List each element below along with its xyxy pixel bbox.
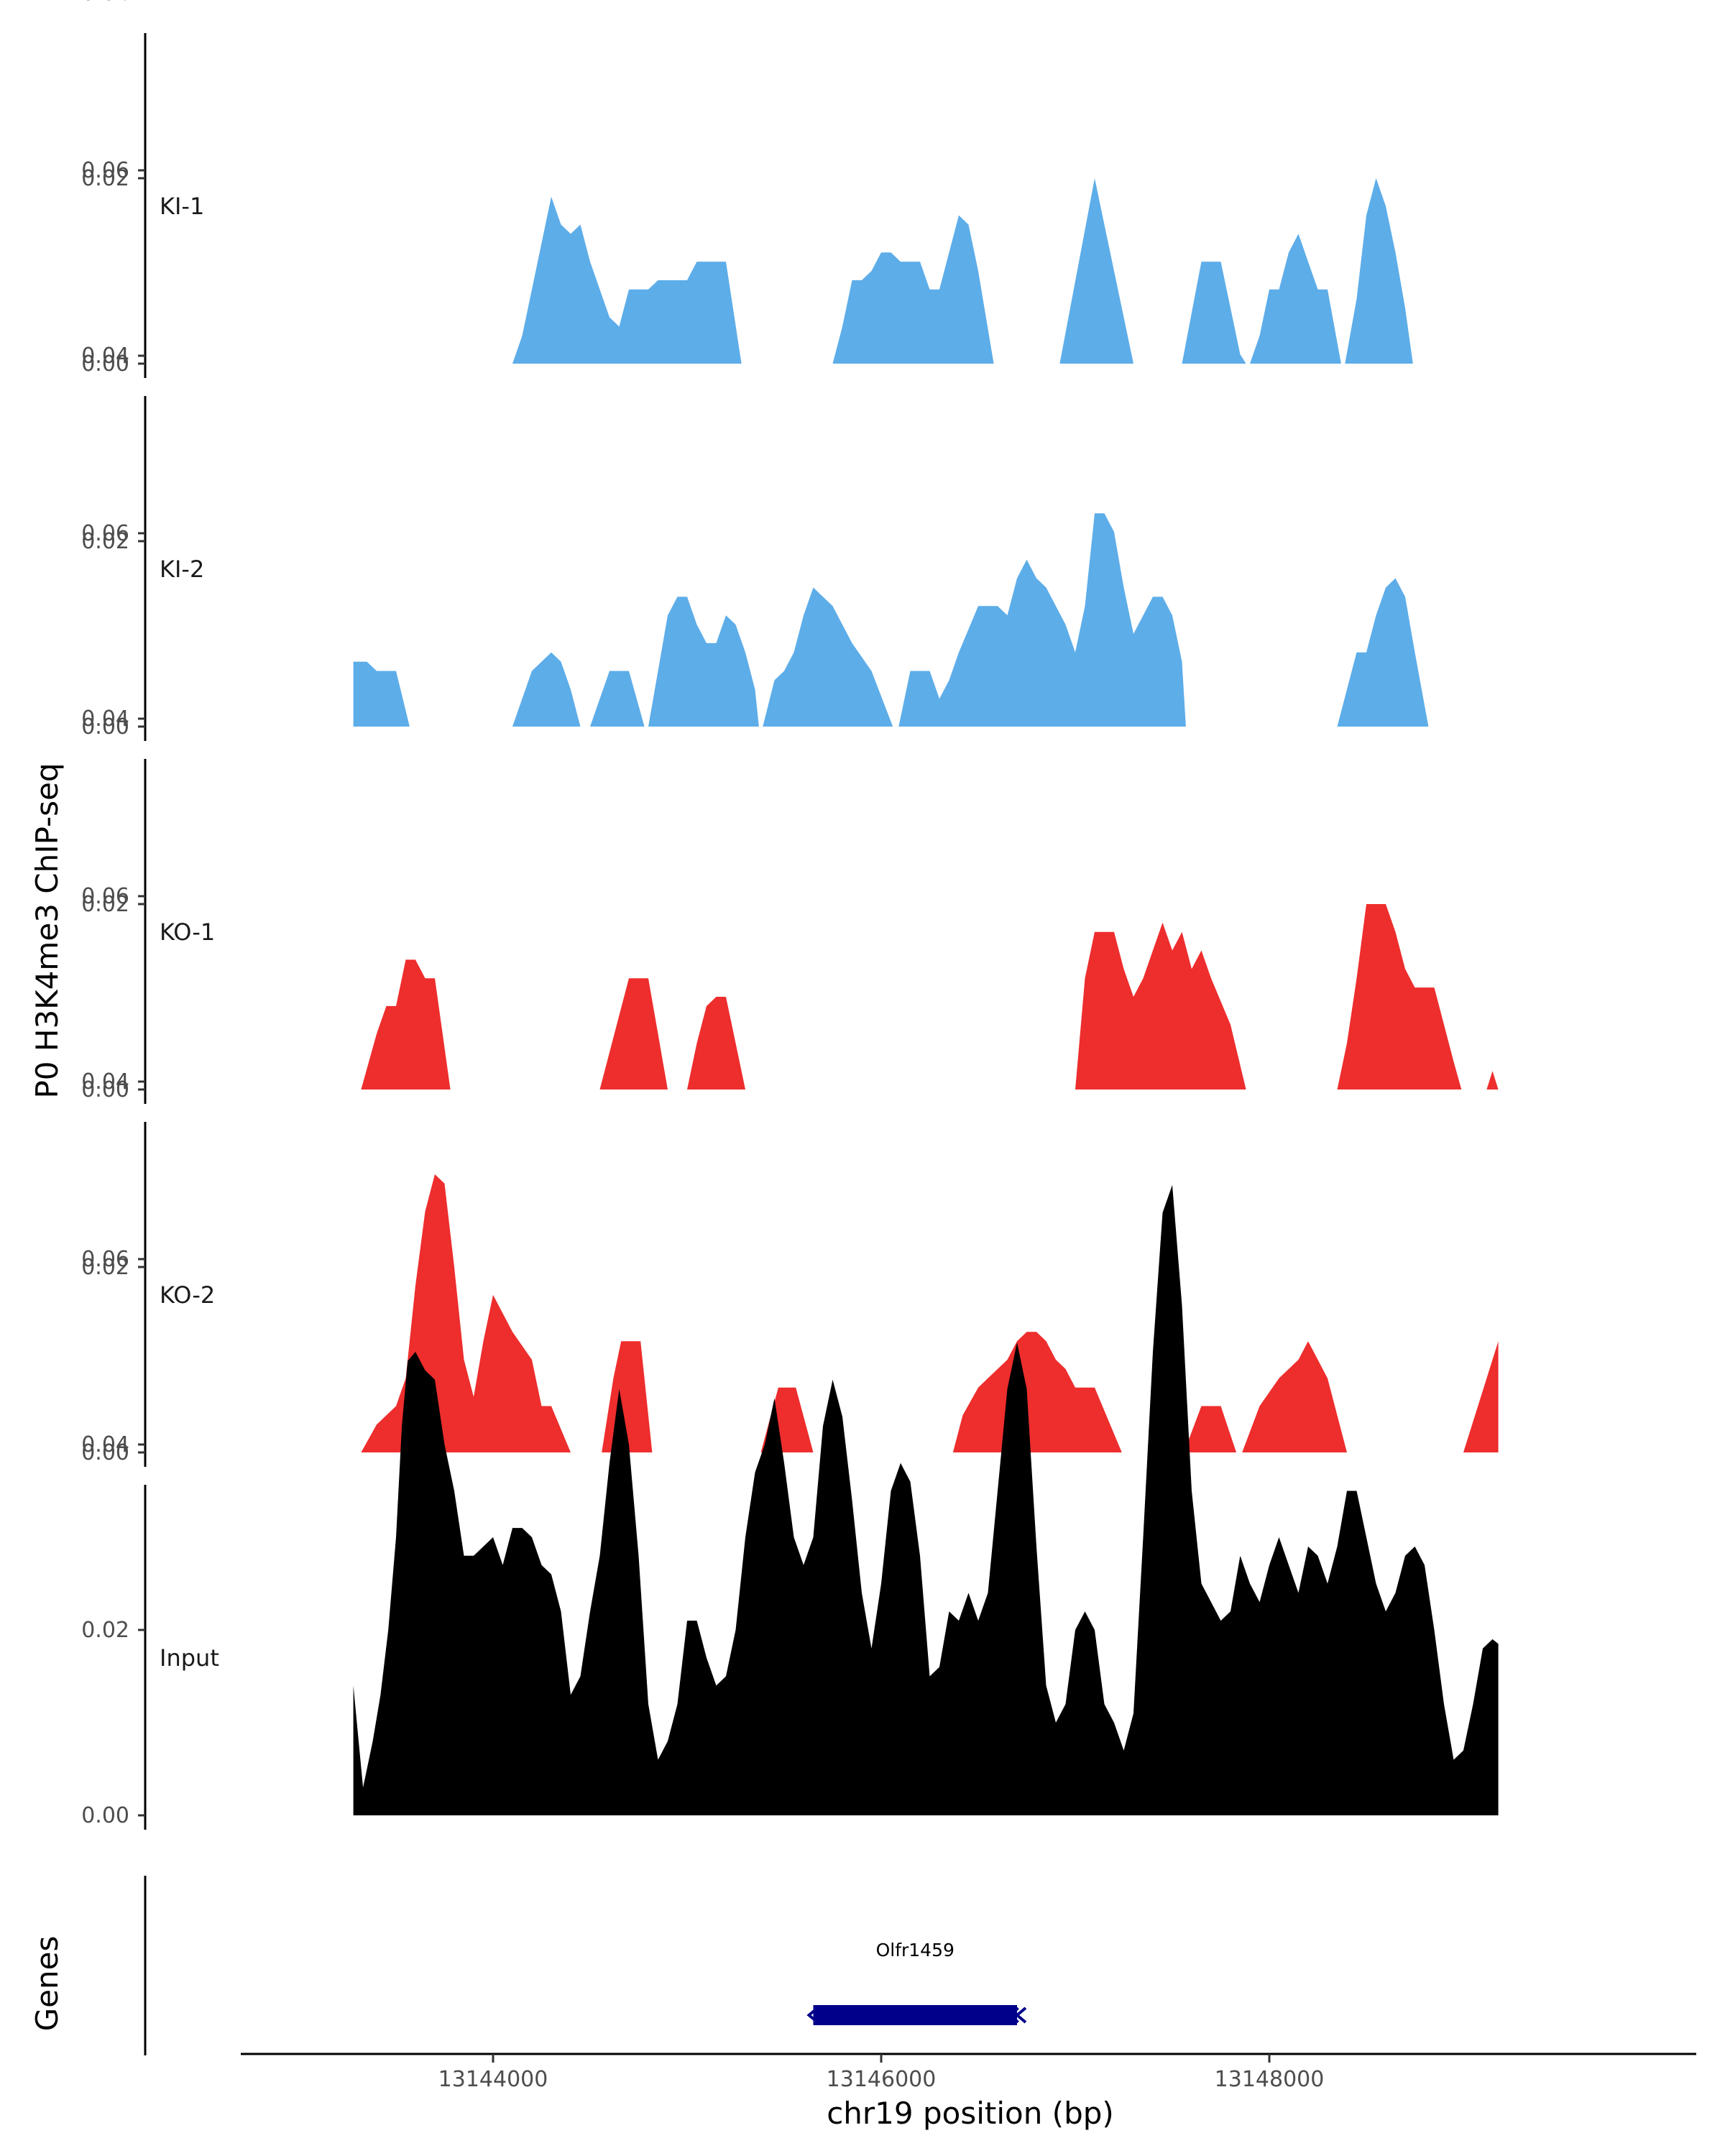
- y-axis-title: P0 H3K4me3 ChIP-seq: [29, 763, 65, 1098]
- signal-area-ko-1: [361, 904, 1499, 1089]
- gene-body: [813, 2005, 1017, 2025]
- track-label: KO-1: [160, 918, 215, 946]
- track-label: KI-2: [160, 556, 204, 583]
- x-axis: 13144000 13146000 13148000: [241, 2053, 1696, 2092]
- y-tick-label: 0.02: [81, 1618, 129, 1643]
- track-label: KI-1: [160, 193, 204, 220]
- strand-arrow: [944, 2007, 954, 2024]
- x-tick-label: 13148000: [1215, 2067, 1325, 2092]
- strand-arrow: [965, 2007, 976, 2024]
- y-tick-label: 0.04: [81, 1432, 129, 1457]
- y-tick-label: 0.06: [81, 521, 129, 546]
- y-tick-label: 0.06: [81, 1247, 129, 1272]
- y-tick-label: 0.02: [81, 166, 129, 191]
- track-ko-1: 0.00 0.02 0.04 0.06 KO-1: [81, 521, 1499, 1104]
- strand-arrow: [814, 2007, 825, 2024]
- y-tick-label: 0.02: [81, 892, 129, 917]
- y-tick-label: 0.00: [81, 351, 129, 377]
- strand-arrow: [901, 2007, 911, 2024]
- y-tick-label: 0.00: [81, 1803, 129, 1828]
- genes-axis-title: Genes: [29, 1936, 65, 2032]
- track-ko-2: 0.00 0.02 0.04 0.06 KO-2: [81, 884, 1499, 1467]
- x-axis-title: chr19 position (bp): [827, 2096, 1114, 2131]
- signal-area-input: [353, 1184, 1499, 1815]
- y-tick-label: 0.02: [81, 529, 129, 554]
- track-label: Input: [160, 1644, 219, 1672]
- strand-arrow: [857, 2007, 868, 2024]
- signal-area-ko-2: [361, 1174, 1499, 1452]
- y-tick-label: 0.04: [81, 706, 129, 732]
- strand-arrow-start: [806, 2007, 819, 2024]
- strand-arrow-end: [1014, 2007, 1027, 2024]
- strand-arrow: [1008, 2007, 1019, 2024]
- track-ki-2: 0.00 0.02 0.04 0.06 KI-2: [81, 158, 1429, 741]
- y-tick-label: 0.00: [81, 1440, 129, 1465]
- track-input: 0.00 0.02 0.04 0.06 Input: [81, 1184, 1499, 1830]
- y-tick-label: 0.00: [81, 714, 129, 740]
- strand-arrow: [879, 2007, 890, 2024]
- y-tick-label: 0.04: [81, 0, 129, 6]
- strand-arrow: [836, 2007, 847, 2024]
- gene-label: Olfr1459: [876, 1940, 954, 1961]
- signal-area-ki-2: [353, 513, 1429, 727]
- strand-arrow: [987, 2007, 998, 2024]
- genes-panel: Olfr1459: [144, 1876, 1027, 2055]
- signal-tracks: 0.00 0.02 0.04 0.06 KI-1 0.00 0.02 0.04 0.06 KI-2…: [81, 0, 1499, 1830]
- x-tick-label: 13146000: [827, 2067, 937, 2092]
- y-tick-label: 0.04: [81, 344, 129, 369]
- y-tick-label: 0.02: [81, 1255, 129, 1280]
- y-tick-label: 0.06: [81, 884, 129, 909]
- y-tick-label: 0.00: [81, 1077, 129, 1102]
- y-tick-label: 0.04: [81, 1069, 129, 1095]
- track-ki-1: 0.00 0.02 0.04 0.06 KI-1: [81, 0, 1413, 378]
- x-tick-label: 13144000: [438, 2067, 548, 2092]
- y-tick-label: 0.06: [81, 158, 129, 183]
- signal-area-ki-1: [512, 178, 1413, 364]
- strand-arrow: [922, 2007, 933, 2024]
- gene-olfr1459: Olfr1459: [806, 1940, 1027, 2025]
- track-label: KO-2: [160, 1281, 215, 1309]
